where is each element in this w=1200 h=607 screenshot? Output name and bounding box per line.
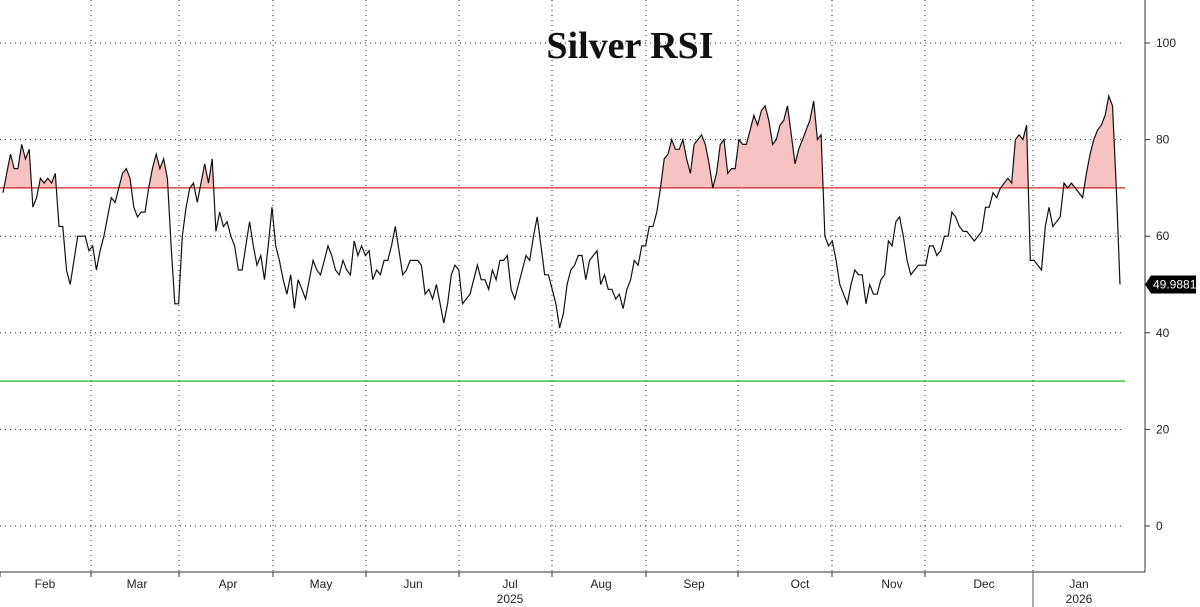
- x-tick-label-mar: Mar: [127, 577, 148, 591]
- x-tick-label-oct: Oct: [791, 577, 810, 591]
- last-value-label: 49.9881: [1145, 275, 1197, 294]
- y-tick-label-100: 100: [1156, 36, 1176, 50]
- x-tick-label-apr: Apr: [219, 577, 238, 591]
- x-tick-label-jan: Jan: [1069, 577, 1088, 591]
- x-tick-label-sep: Sep: [683, 577, 705, 591]
- x-tick-label-dec: Dec: [973, 577, 994, 591]
- last-value-text: 49.9881: [1153, 278, 1197, 292]
- y-tick-labels: 0 20 40 60 80 100: [1145, 36, 1176, 533]
- rsi-series-line: [2, 93, 1121, 329]
- y-tick-label-40: 40: [1156, 326, 1170, 340]
- y-tick-label-20: 20: [1156, 422, 1170, 436]
- y-tick-label-60: 60: [1156, 229, 1170, 243]
- x-year-label-2025: 2025: [497, 592, 524, 606]
- x-tick-label-may: May: [310, 577, 333, 591]
- chart-title: Silver RSI: [546, 25, 713, 67]
- x-tick-label-jul: Jul: [502, 577, 517, 591]
- x-tick-label-nov: Nov: [881, 577, 902, 591]
- y-tick-label-80: 80: [1156, 133, 1170, 147]
- x-tick-label-feb: Feb: [35, 577, 56, 591]
- last-value-label-bg: [1145, 275, 1196, 294]
- y-tick-label-0: 0: [1156, 519, 1163, 533]
- x-axis: Feb Mar Apr May Jun Jul Aug Sep Oct Nov Dec Jan 2025…: [0, 571, 1145, 607]
- x-tick-label-aug: Aug: [590, 577, 611, 591]
- x-tick-label-jun: Jun: [403, 577, 422, 591]
- x-year-label-2026: 2026: [1066, 592, 1093, 606]
